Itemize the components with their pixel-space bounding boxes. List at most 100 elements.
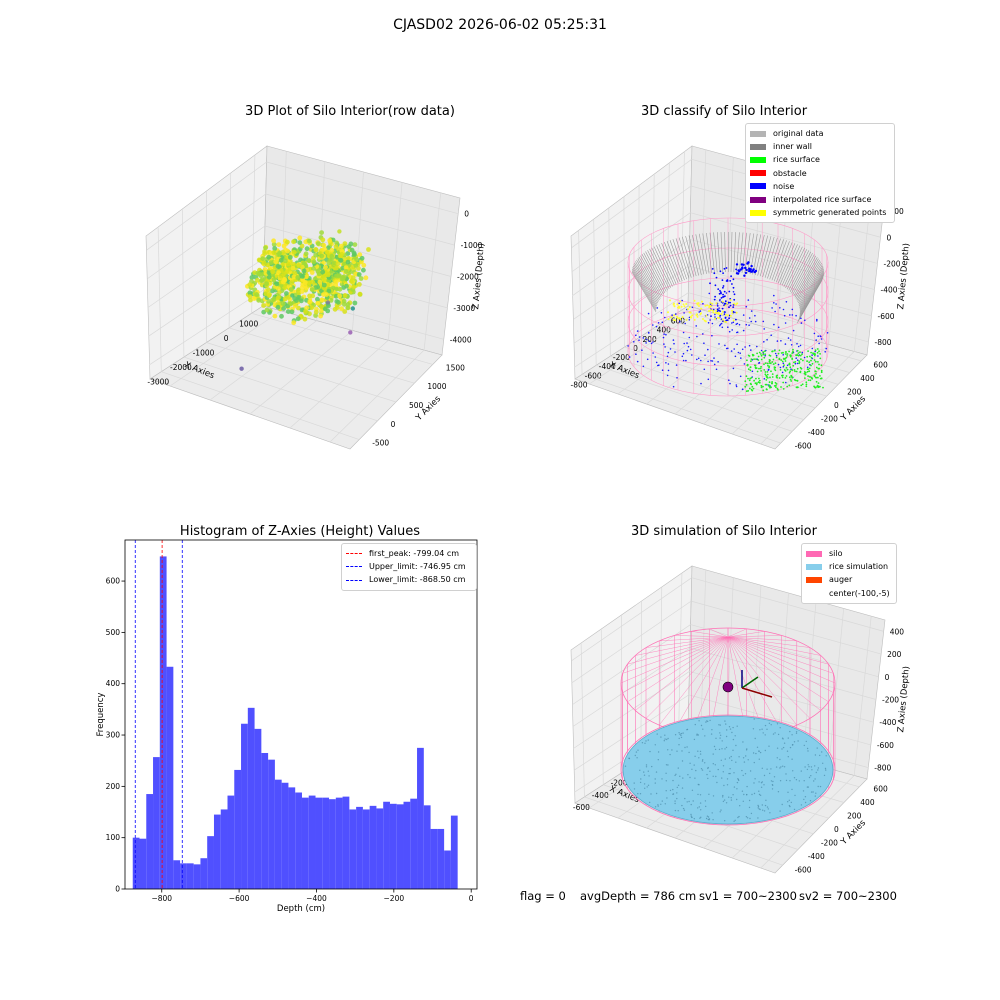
p1-data-point xyxy=(289,280,295,285)
p1-data-point xyxy=(313,247,319,253)
p2-inner-wall-line xyxy=(632,268,657,310)
histogram-bar xyxy=(193,864,201,889)
panel2-title: 3D classify of Silo Interior xyxy=(640,104,808,119)
p1-data-point xyxy=(275,295,281,301)
legend-item: rice surface xyxy=(750,153,890,166)
p1-data-point xyxy=(255,277,260,283)
p2-symmetric-point xyxy=(691,314,694,317)
p2-rice-surface-point xyxy=(763,369,766,371)
p2-symmetric-point xyxy=(714,311,717,314)
p2-inner-wall-line xyxy=(799,275,824,316)
legend-swatch xyxy=(750,209,766,216)
p4-rice-mesh-point xyxy=(794,794,796,797)
p2-inner-wall-line xyxy=(781,245,801,286)
p2-rice-surface-point xyxy=(795,370,798,373)
p2-noise-point xyxy=(784,343,787,345)
p2-symmetric-point xyxy=(711,302,714,305)
p2-noise-point xyxy=(754,269,758,273)
p2-symmetric-point xyxy=(682,303,685,306)
p2-xtick-label: -800 xyxy=(571,380,588,389)
p2-inner-wall-line xyxy=(799,267,824,308)
p1-data-point xyxy=(353,271,359,277)
p4-rice-mesh-point xyxy=(764,734,766,736)
p2-noise-point xyxy=(767,368,770,371)
p2-inner-wall-line xyxy=(632,265,658,307)
p4-rice-mesh-point xyxy=(701,769,704,771)
p2-noise-point xyxy=(638,339,640,342)
p4-rice-mesh-point xyxy=(767,808,769,810)
p4-rice-mesh-point xyxy=(804,796,807,798)
p2-rice-surface-point xyxy=(778,349,781,352)
legend-swatch xyxy=(806,550,822,557)
p4-rice-mesh-point xyxy=(822,762,824,764)
histogram-bar xyxy=(146,794,154,889)
p2-noise-point xyxy=(791,314,794,316)
p2-rice-surface-point xyxy=(775,386,777,389)
legend-label: inner wall xyxy=(773,142,813,152)
p2-noise-point xyxy=(825,347,827,350)
p4-rice-mesh-point xyxy=(655,792,658,795)
p1-data-point xyxy=(285,248,290,254)
p2-inner-wall-line xyxy=(785,247,805,289)
p4-rice-mesh-point xyxy=(698,757,700,759)
p2-inner-wall-line xyxy=(797,261,821,302)
p1-ztick-label: -1000 xyxy=(461,241,483,250)
p2-symmetric-point xyxy=(685,318,688,321)
p1-data-point xyxy=(334,240,339,246)
p4-rice-mesh-point xyxy=(761,804,763,806)
p4-rice-mesh-point xyxy=(802,790,805,792)
p2-symmetric-point xyxy=(701,300,703,303)
p1-data-point xyxy=(266,270,272,276)
p4-ztick-label: 400 xyxy=(890,627,905,636)
p1-data-point xyxy=(291,320,297,326)
p4-rice-mesh-point xyxy=(741,769,743,772)
p2-noise-point xyxy=(723,267,726,270)
p2-rice-surface-point xyxy=(807,379,810,381)
p4-rice-mesh-point xyxy=(649,750,651,753)
p2-noise-point xyxy=(685,359,687,362)
p4-rice-mesh-point xyxy=(645,764,648,766)
p2-noise-point xyxy=(645,342,647,344)
p2-noise-point xyxy=(635,334,637,337)
footer-avg-depth: avgDepth = 786 cm xyxy=(580,889,697,903)
p2-noise-point xyxy=(722,293,724,296)
p2-rice-surface-point xyxy=(809,355,811,358)
p2-noise-point xyxy=(657,322,660,324)
p2-noise-point xyxy=(700,382,702,385)
p4-rice-mesh-point xyxy=(800,804,803,806)
p2-inner-wall-line xyxy=(754,234,765,276)
histogram-bar xyxy=(186,863,194,889)
p4-rice-mesh-point xyxy=(815,792,817,794)
p4-rice-mesh-point xyxy=(700,816,702,818)
p2-noise-point xyxy=(782,308,785,311)
p4-rice-mesh-point xyxy=(702,759,704,761)
p2-noise-point xyxy=(728,330,731,333)
p4-rice-mesh-point xyxy=(722,765,725,767)
p2-inner-wall-line xyxy=(633,264,658,305)
p4-rice-mesh-point xyxy=(724,720,726,722)
p2-inner-wall-line xyxy=(730,231,733,273)
p2-inner-wall-line xyxy=(678,237,692,278)
p1-data-point xyxy=(291,249,297,255)
p2-symmetric-point xyxy=(715,302,718,305)
p1-data-point xyxy=(303,309,308,314)
p2-symmetric-point xyxy=(670,316,673,319)
p2-noise-point xyxy=(774,310,776,313)
p2-noise-point xyxy=(702,302,704,305)
p4-rice-mesh-point xyxy=(808,766,810,768)
p4-rice-mesh-point xyxy=(706,720,708,722)
legend-label: original data xyxy=(773,129,824,138)
p2-zaxis-label: Z Axies (Depth) xyxy=(896,243,912,310)
p4-rice-mesh-point xyxy=(692,800,694,802)
p4-rice-mesh-point xyxy=(819,785,822,788)
p4-rice-mesh-point xyxy=(728,796,730,798)
p2-symmetric-point xyxy=(679,300,682,303)
p4-rice-mesh-point xyxy=(680,732,683,735)
p2-rice-surface-point xyxy=(813,385,815,388)
p2-noise-point xyxy=(816,318,818,321)
p1-data-point xyxy=(302,316,308,322)
p4-rice-mesh-point xyxy=(759,794,762,796)
p4-rice-mesh-point xyxy=(669,789,672,792)
p2-noise-point xyxy=(750,310,753,312)
p1-data-point xyxy=(262,267,268,272)
